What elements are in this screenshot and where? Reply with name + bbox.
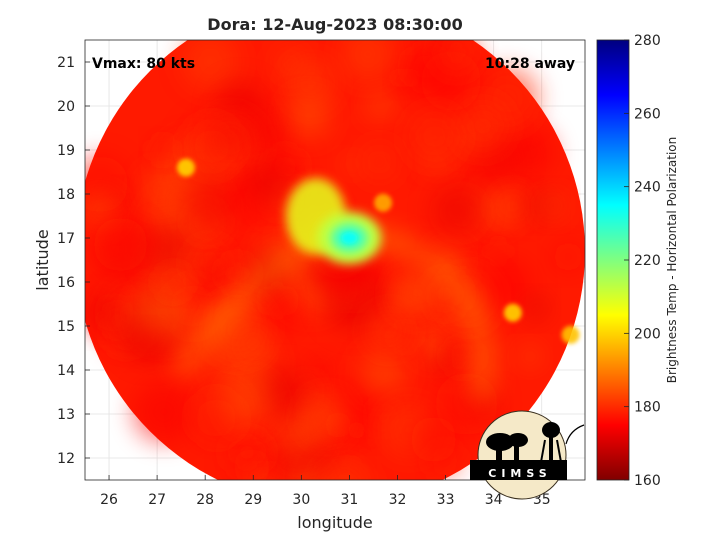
swath-texture-patch — [182, 175, 236, 229]
swath-texture-patch — [393, 66, 416, 89]
cimss-logo: CIMSS — [470, 410, 585, 500]
y-axis-ticks: 12 13 14 15 16 17 18 19 20 21 — [57, 55, 90, 467]
swath-texture-patch — [181, 40, 239, 90]
swath-texture-patch — [495, 188, 531, 224]
swath-texture-patch — [318, 459, 370, 480]
swath-texture-patch — [141, 169, 179, 207]
swath-texture-patch — [410, 416, 457, 463]
colorbar-ticks: 160 180 200 220 240 260 280 — [624, 33, 661, 489]
x-tick-label: 34 — [485, 492, 503, 508]
swath-texture-patch — [394, 269, 441, 316]
plot-frame — [84, 39, 586, 481]
y-axis-label: latitude — [33, 229, 52, 290]
x-tick-label: 29 — [244, 492, 262, 508]
swath-texture-patch — [287, 59, 336, 108]
swath-texture-patch — [523, 295, 549, 321]
logo-text: CIMSS — [488, 467, 551, 480]
swath-texture-patch — [435, 40, 478, 74]
swath-texture-patch — [225, 430, 269, 474]
swath-texture-patch — [93, 217, 148, 272]
swath-texture-patch — [518, 345, 542, 369]
swath-texture-patch — [274, 303, 303, 331]
swath-texture-patch — [160, 268, 187, 296]
y-tick-label: 18 — [57, 187, 75, 203]
feature-rainband-cell — [503, 303, 522, 322]
x-tick-label: 32 — [389, 492, 407, 508]
swath-texture-patch — [407, 109, 462, 164]
swath-texture-patch — [482, 259, 534, 310]
colorbar-tick-label: 200 — [634, 326, 661, 342]
colorbar — [597, 40, 629, 480]
colorbar-tick-label: 280 — [634, 33, 661, 49]
x-tick-label: 27 — [148, 492, 166, 508]
swath-texture-patch — [552, 241, 584, 273]
rainband-swirl — [171, 225, 495, 404]
y-tick-label: 17 — [57, 231, 75, 247]
y-tick-label: 15 — [57, 319, 75, 335]
x-tick-label: 30 — [292, 492, 310, 508]
swath-texture-patch — [239, 330, 267, 358]
time-away-annotation: 10:28 away — [485, 56, 575, 72]
swath-texture-patch — [246, 161, 290, 205]
swath-texture-patch — [488, 241, 509, 262]
swath-texture-patch — [143, 223, 196, 275]
convective-features — [176, 158, 580, 344]
colorbar-tick-label: 240 — [634, 180, 661, 196]
swath-texture-patch — [253, 471, 275, 480]
swath-texture-patch — [365, 90, 396, 120]
y-tick-label: 19 — [57, 143, 75, 159]
feature-eyewall-convection-core — [317, 212, 382, 264]
swath-texture-patch — [344, 417, 370, 443]
feature-rainband-cell — [561, 325, 580, 344]
swath-texture-patch — [288, 467, 323, 480]
x-axis-label: longitude — [297, 513, 372, 532]
y-tick-label: 16 — [57, 275, 75, 291]
swath-texture-patch — [415, 321, 455, 360]
y-tick-label: 20 — [57, 99, 75, 115]
swath-texture-patch — [133, 381, 195, 443]
swath-texture-patch — [150, 137, 175, 163]
swath-texture-patch — [368, 309, 410, 352]
swath-texture-patch — [431, 184, 481, 235]
swath-texture-patch — [136, 326, 161, 351]
x-tick-label: 33 — [437, 492, 455, 508]
colorbar-tick-label: 260 — [634, 106, 661, 122]
swath-texture-patch — [456, 99, 510, 153]
x-tick-label: 28 — [196, 492, 214, 508]
x-tick-label: 31 — [341, 492, 359, 508]
colorbar-tick-label: 220 — [634, 253, 661, 269]
x-axis-ticks: 26 27 28 29 30 31 32 33 34 35 — [100, 475, 551, 508]
y-tick-label: 12 — [57, 451, 75, 467]
swath-texture-patch — [358, 350, 406, 397]
swath-texture-patch — [216, 126, 242, 151]
swath-texture-patch — [85, 192, 118, 228]
swath-texture-patch — [539, 192, 568, 220]
x-tick-label: 26 — [100, 492, 118, 508]
swath-texture-patch — [226, 379, 273, 427]
colorbar-tick-label: 180 — [634, 400, 661, 416]
vmax-annotation: Vmax: 80 kts — [92, 56, 195, 72]
y-tick-label: 21 — [57, 55, 75, 71]
swath-texture-patch — [252, 117, 288, 153]
swath-texture-patch — [447, 337, 471, 361]
y-tick-label: 13 — [57, 407, 75, 423]
swath-texture-patch — [342, 155, 363, 176]
feature-outer-band — [374, 193, 393, 212]
swath-texture-patch — [360, 142, 399, 182]
chart-title: Dora: 12-Aug-2023 08:30:00 — [207, 15, 462, 34]
feature-isolated-cell — [176, 158, 195, 177]
swath-texture — [85, 40, 584, 480]
swath-texture-patch — [341, 40, 394, 81]
y-tick-label: 14 — [57, 363, 75, 379]
swath-texture-patch — [306, 355, 333, 381]
swath-layer — [85, 40, 585, 480]
swath-texture-patch — [196, 261, 229, 294]
colorbar-label: Brightness Temp - Horizontal Polarizatio… — [665, 137, 679, 384]
colorbar-tick-label: 160 — [634, 473, 661, 489]
swath-texture-patch — [287, 95, 330, 138]
swath-texture-patch — [305, 396, 348, 438]
